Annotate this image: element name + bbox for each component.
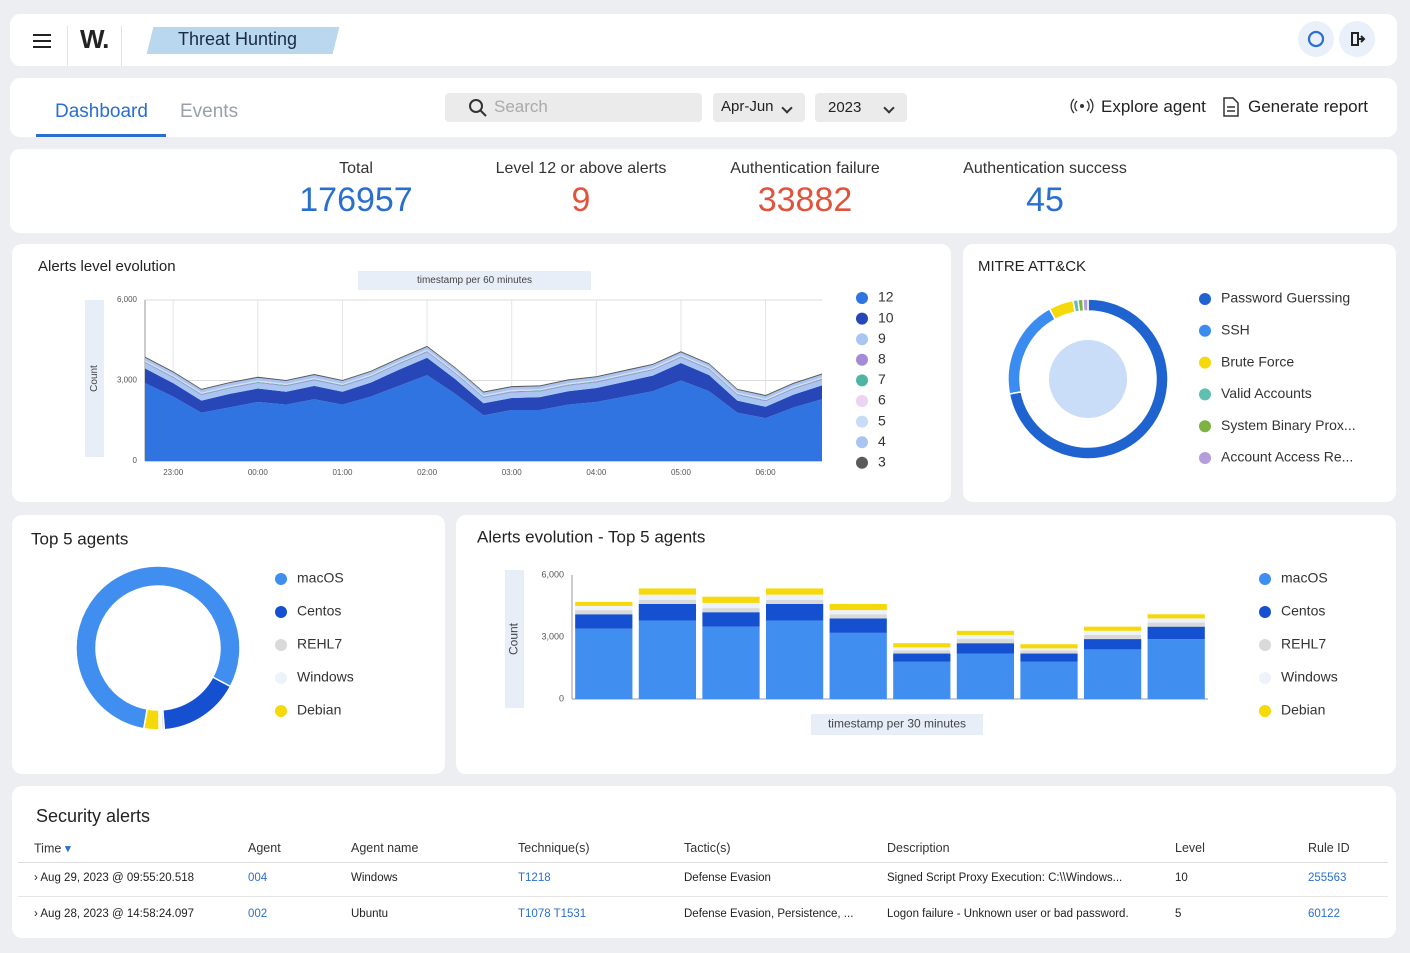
divider [67, 26, 68, 66]
table-cell: Aug 29, 2023 @ 09:55:20.518 [34, 872, 194, 884]
search-icon [468, 98, 488, 118]
period-value: Apr-Jun [721, 98, 774, 115]
page-title: Threat Hunting [178, 29, 297, 50]
table-cell: Ubuntu [351, 908, 388, 920]
table-cell: Aug 28, 2023 @ 14:58:24.097 [34, 908, 194, 920]
table-cell[interactable]: T1078 T1531 [518, 908, 586, 920]
menu-button[interactable] [33, 30, 51, 52]
chart-panel [12, 515, 445, 774]
column-header: Technique(s) [518, 841, 590, 855]
year-value: 2023 [828, 99, 861, 116]
column-header: Description [887, 841, 950, 855]
chart-panel [456, 515, 1396, 774]
tab[interactable]: Events [180, 101, 238, 123]
stat-value: 45 [895, 181, 1195, 220]
table-cell: Logon failure - Unknown user or bad pass… [887, 908, 1129, 920]
table-cell: Windows [351, 872, 398, 884]
stat-label: Authentication success [895, 160, 1195, 178]
column-header: Tactic(s) [684, 841, 731, 855]
antenna-icon [1070, 97, 1094, 117]
table-rule [18, 862, 1388, 863]
chart-panel [963, 244, 1396, 502]
table-cell[interactable]: 004 [248, 872, 267, 884]
search-placeholder: Search [494, 97, 548, 117]
explore-agent[interactable]: Explore agent [1101, 97, 1206, 117]
tab-active[interactable]: Dashboard [55, 101, 148, 123]
row-rule [18, 896, 1388, 897]
table-cell[interactable]: T1218 [518, 872, 551, 884]
logo: W. [80, 24, 108, 55]
table-cell: Defense Evasion [684, 872, 771, 884]
table-cell: Signed Script Proxy Execution: C:\\Windo… [887, 872, 1122, 884]
status-button[interactable] [1298, 21, 1334, 57]
table-cell[interactable]: 002 [248, 908, 267, 920]
table-cell: Defense Evasion, Persistence, ... [684, 908, 853, 920]
header-icons [1296, 19, 1378, 59]
generate-report[interactable]: Generate report [1248, 97, 1368, 117]
column-header: Rule ID [1308, 841, 1350, 855]
report-icon [1222, 96, 1240, 118]
chart-panel [12, 244, 951, 502]
table-title: Security alerts [36, 806, 150, 827]
column-header[interactable]: Time [34, 841, 71, 856]
table-cell[interactable]: 255563 [1308, 872, 1346, 884]
table-cell: 5 [1175, 908, 1181, 920]
column-header: Agent name [351, 841, 418, 855]
tab-underline [36, 134, 166, 137]
column-header: Level [1175, 841, 1205, 855]
divider [121, 26, 122, 66]
table-cell: 10 [1175, 872, 1188, 884]
column-header: Agent [248, 841, 281, 855]
table-cell[interactable]: 60122 [1308, 908, 1340, 920]
